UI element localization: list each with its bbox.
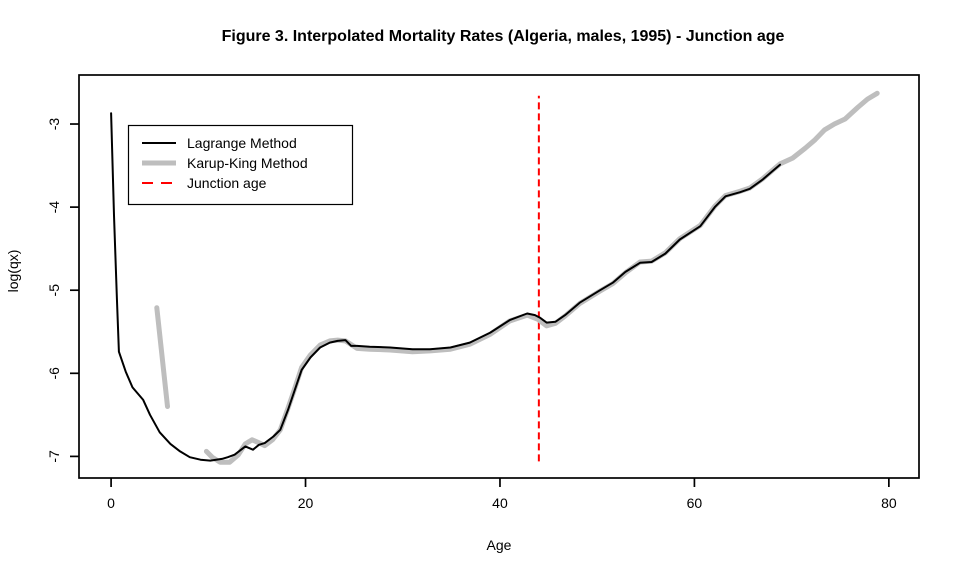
y-axis-label: log(qx): [5, 250, 21, 293]
x-tick-label: 0: [107, 495, 115, 511]
x-tick-label: 80: [881, 495, 897, 511]
y-axis-ticks: -3 -4 -5 -6 -7: [46, 118, 79, 463]
x-axis-ticks: 0 20 40 60 80: [107, 478, 897, 511]
legend-label-lagrange: Lagrange Method: [187, 135, 297, 151]
y-tick-label: -6: [46, 367, 62, 380]
legend-label-junction: Junction age: [187, 175, 267, 191]
x-axis-label: Age: [487, 537, 512, 553]
series-lagrange-method: [110, 112, 781, 462]
chart-title: Figure 3. Interpolated Mortality Rates (…: [222, 28, 785, 45]
legend: Lagrange Method Karup-King Method Juncti…: [127, 124, 354, 206]
plot-frame: [78, 74, 920, 479]
x-tick-label: 60: [687, 495, 703, 511]
legend-label-karupking: Karup-King Method: [187, 155, 308, 171]
y-tick-label: -7: [46, 450, 62, 463]
y-tick-label: -5: [46, 284, 62, 297]
y-tick-label: -3: [46, 118, 62, 131]
y-tick-label: -4: [46, 201, 62, 214]
x-tick-label: 40: [492, 495, 508, 511]
series-karup-king-method: [154, 305, 170, 409]
series-layer: [110, 90, 880, 465]
x-tick-label: 20: [298, 495, 314, 511]
